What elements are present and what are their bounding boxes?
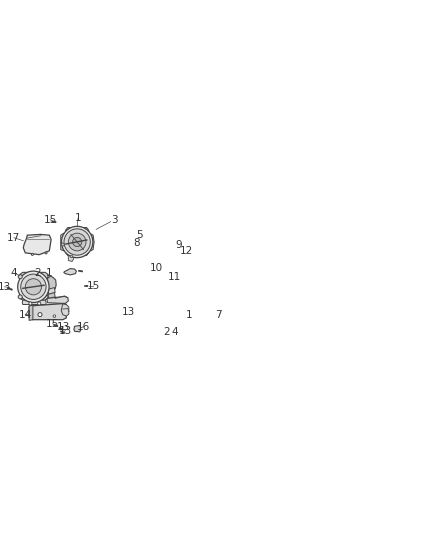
Polygon shape <box>89 233 94 251</box>
Circle shape <box>196 306 199 310</box>
Polygon shape <box>64 269 76 275</box>
Circle shape <box>176 327 180 331</box>
Polygon shape <box>23 235 51 255</box>
Polygon shape <box>19 272 48 279</box>
Circle shape <box>70 255 72 257</box>
Circle shape <box>137 269 140 272</box>
Circle shape <box>152 321 155 324</box>
Polygon shape <box>150 304 158 326</box>
Circle shape <box>38 312 42 317</box>
Ellipse shape <box>166 325 167 326</box>
Text: 5: 5 <box>135 230 142 240</box>
Ellipse shape <box>178 251 179 252</box>
Circle shape <box>29 302 32 305</box>
Polygon shape <box>47 276 56 291</box>
Circle shape <box>25 279 42 295</box>
Polygon shape <box>175 325 182 332</box>
Polygon shape <box>19 295 48 300</box>
Polygon shape <box>47 296 68 303</box>
Text: 14: 14 <box>19 310 32 320</box>
Text: 11: 11 <box>168 272 181 281</box>
Polygon shape <box>22 300 46 304</box>
Text: 17: 17 <box>7 233 21 243</box>
Circle shape <box>45 252 47 254</box>
Circle shape <box>175 310 184 319</box>
Text: 10: 10 <box>149 263 162 273</box>
Text: 9: 9 <box>176 240 182 251</box>
Circle shape <box>61 243 64 246</box>
Polygon shape <box>131 253 147 273</box>
Text: 16: 16 <box>77 322 90 332</box>
Circle shape <box>169 304 190 325</box>
Text: 8: 8 <box>133 238 139 248</box>
Text: 1: 1 <box>186 310 192 320</box>
Polygon shape <box>172 300 184 306</box>
Text: 1: 1 <box>46 268 53 278</box>
Circle shape <box>18 274 22 279</box>
Polygon shape <box>147 251 166 259</box>
Text: 13: 13 <box>0 282 11 292</box>
Polygon shape <box>48 287 55 294</box>
Circle shape <box>38 302 41 305</box>
Text: 4: 4 <box>11 268 17 278</box>
Circle shape <box>163 275 166 278</box>
Polygon shape <box>192 305 204 326</box>
Text: 2: 2 <box>163 327 170 337</box>
Polygon shape <box>148 240 163 253</box>
Polygon shape <box>158 303 193 327</box>
Ellipse shape <box>64 333 65 334</box>
Circle shape <box>18 295 22 299</box>
Circle shape <box>18 271 49 302</box>
Circle shape <box>72 237 81 247</box>
Polygon shape <box>192 310 197 319</box>
Circle shape <box>171 306 187 322</box>
Ellipse shape <box>134 238 135 239</box>
Ellipse shape <box>11 289 12 290</box>
Polygon shape <box>29 305 33 320</box>
Polygon shape <box>68 255 74 262</box>
Ellipse shape <box>62 329 63 330</box>
Text: 1: 1 <box>74 214 81 223</box>
Polygon shape <box>65 248 89 255</box>
Text: 13: 13 <box>59 326 72 336</box>
Polygon shape <box>60 233 65 251</box>
Polygon shape <box>29 303 66 320</box>
Circle shape <box>61 227 93 257</box>
Circle shape <box>152 305 155 309</box>
Polygon shape <box>48 293 55 298</box>
Text: 15: 15 <box>46 319 59 329</box>
Ellipse shape <box>134 244 135 245</box>
Text: 12: 12 <box>179 246 192 256</box>
Text: 2: 2 <box>34 268 41 278</box>
Text: 13: 13 <box>57 322 70 332</box>
Text: 7: 7 <box>214 310 221 320</box>
Polygon shape <box>61 304 69 316</box>
Circle shape <box>68 233 86 251</box>
Circle shape <box>53 315 56 318</box>
Text: 15: 15 <box>43 215 57 225</box>
Circle shape <box>155 255 158 258</box>
Text: 3: 3 <box>111 215 117 225</box>
Circle shape <box>196 320 199 324</box>
Polygon shape <box>74 326 80 332</box>
Circle shape <box>163 276 166 278</box>
Circle shape <box>175 296 181 302</box>
Circle shape <box>21 274 46 300</box>
Circle shape <box>64 229 90 255</box>
Circle shape <box>177 297 180 301</box>
Text: 13: 13 <box>122 307 135 317</box>
Circle shape <box>31 253 33 255</box>
Polygon shape <box>65 228 89 236</box>
Text: 15: 15 <box>86 281 99 291</box>
Text: 4: 4 <box>171 327 177 337</box>
Ellipse shape <box>174 326 175 327</box>
Circle shape <box>136 263 140 268</box>
